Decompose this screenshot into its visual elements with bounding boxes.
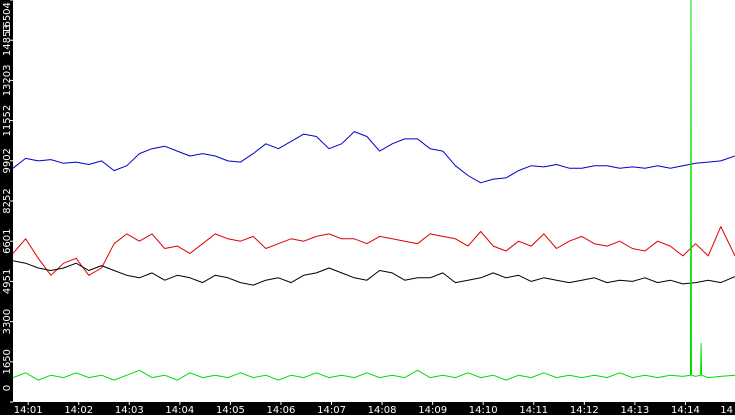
x-tick-label-14: 14 [720,405,733,415]
y-tick-label-2: 3300 [2,309,13,334]
x-tick-label-11: 14:12 [570,405,599,415]
y-tick-label-6: 9902 [2,148,13,173]
x-tick-label-12: 14:13 [620,405,649,415]
y-tick-label-9: 14853 [2,24,13,56]
y-tick-label-7: 11552 [2,105,13,137]
x-tick-label-8: 14:09 [418,405,447,415]
x-axis-band [0,402,735,415]
y-tick-label-1: 1650 [2,349,13,374]
series-line-4 [12,0,735,381]
y-tick-label-10: 16504 [2,2,13,34]
y-axis-band [0,0,13,415]
x-tick-label-9: 14:10 [469,405,498,415]
y-axis-ticks: 0 1650 3300 4951 6601 8252 9902 11552 13203 14853… [2,0,13,403]
x-tick-label-3: 14:04 [165,405,194,415]
y-tick-label-3: 4951 [2,269,13,294]
x-tick-label-0: 14:01 [14,405,43,415]
x-axis-ticks: 14:01 14:02 14:03 14:04 14:05 14:06 14:07 14:08… [14,402,733,416]
x-tick-label-4: 14:05 [216,405,245,415]
x-tick-label-6: 14:07 [317,405,346,415]
x-tick-label-5: 14:06 [267,405,296,415]
series-layer [12,0,735,381]
x-tick-label-10: 14:11 [519,405,548,415]
series-line-3 [12,260,735,286]
y-tick-label-8: 13203 [2,64,13,96]
x-tick-label-2: 14:03 [115,405,144,415]
x-tick-label-7: 14:08 [368,405,397,415]
series-line-2 [12,226,735,276]
series-line-1 [12,131,735,184]
y-tick-label-0: 0 [2,385,13,391]
y-tick-label-4: 6601 [2,228,13,253]
y-tick-label-5: 8252 [2,188,13,213]
x-tick-label-1: 14:02 [64,405,93,415]
x-tick-label-13: 14:14 [671,405,700,415]
